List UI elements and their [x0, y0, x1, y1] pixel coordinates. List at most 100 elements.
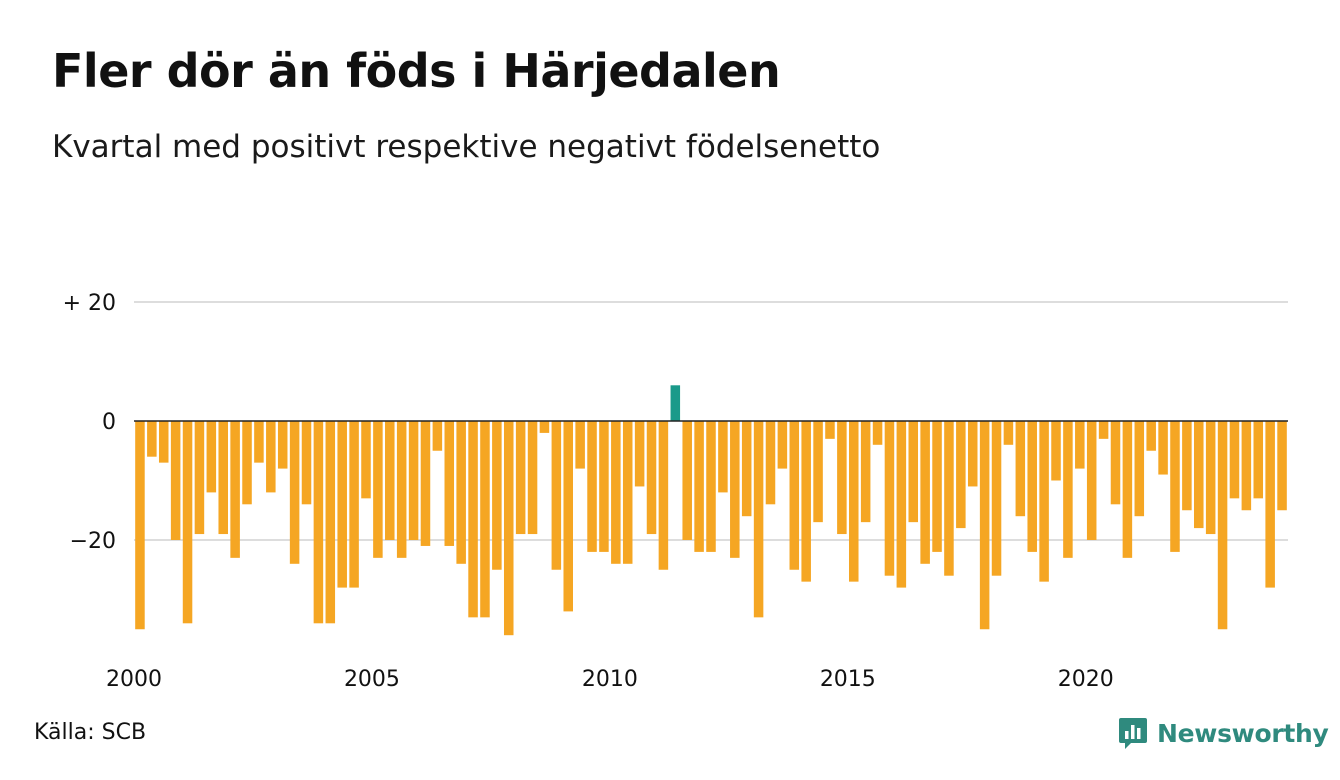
- bar-negative: [1110, 421, 1121, 505]
- bar-negative: [956, 421, 966, 529]
- x-tick-label: 2010: [582, 667, 638, 692]
- newsworthy-logo: Newsworthy: [1118, 714, 1329, 752]
- bar-negative: [492, 421, 502, 570]
- chart-title: Fler dör än föds i Härjedalen: [52, 44, 781, 98]
- bar-negative: [575, 421, 585, 469]
- bar-negative: [1051, 421, 1061, 481]
- bar-negative: [718, 421, 728, 493]
- bar-positive: [670, 385, 681, 421]
- bar-negative: [1003, 421, 1014, 445]
- bar-negative: [765, 421, 776, 505]
- bar-negative: [872, 421, 883, 445]
- bar-negative: [789, 421, 800, 570]
- x-tick-label: 2020: [1058, 667, 1114, 692]
- bar-negative: [230, 421, 240, 558]
- bar-negative: [254, 421, 264, 463]
- bar-negative: [444, 421, 455, 546]
- bar-negative: [408, 421, 419, 540]
- bar-negative: [730, 421, 740, 558]
- bar-negative: [682, 421, 692, 540]
- bar-negative: [1170, 421, 1180, 552]
- bar-negative: [944, 421, 954, 576]
- bar-negative: [860, 421, 871, 523]
- bar-negative: [599, 421, 609, 552]
- bar-negative: [1098, 421, 1109, 439]
- bar-negative: [539, 421, 550, 433]
- bar-negative: [849, 421, 859, 582]
- bar-negative: [658, 421, 669, 570]
- bar-negative: [206, 421, 217, 493]
- bar-negative: [1015, 421, 1026, 517]
- bar-negative: [158, 421, 169, 463]
- y-tick-label: −20: [70, 529, 116, 554]
- bar-negative: [551, 421, 562, 570]
- bar-negative: [813, 421, 823, 523]
- bar-negative: [777, 421, 788, 469]
- bar-negative: [266, 421, 276, 493]
- bar-negative: [967, 421, 978, 487]
- bar-negative: [1265, 421, 1275, 588]
- bar-chart: + 20 0 −20 2000 2005 2010 2015 2020: [63, 291, 1288, 692]
- bar-negative: [1086, 421, 1097, 540]
- bar-negative: [563, 421, 573, 612]
- bar-negative: [242, 421, 252, 505]
- bar-negative: [1027, 421, 1037, 552]
- bar-negative: [468, 421, 478, 618]
- bar-negative: [218, 421, 228, 535]
- bar-negative: [182, 421, 193, 624]
- bar-negative: [646, 421, 657, 535]
- bar-negative: [277, 421, 288, 469]
- bar-negative: [587, 421, 597, 552]
- bar-negative: [1194, 421, 1204, 529]
- bar-negative: [1075, 421, 1085, 469]
- bar-negative: [373, 421, 383, 558]
- bar-negative: [611, 421, 621, 564]
- newsworthy-logo-icon: [1119, 718, 1147, 749]
- bar-negative: [1122, 421, 1133, 558]
- bar-negative: [385, 421, 395, 540]
- x-tick-label: 2005: [344, 667, 400, 692]
- y-tick-label: + 20: [63, 291, 116, 316]
- bar-negative: [1241, 421, 1252, 511]
- bar-negative: [325, 421, 336, 624]
- bar-negative: [480, 421, 490, 618]
- bar-negative: [1205, 421, 1216, 535]
- bar-negative: [337, 421, 347, 588]
- chart-subtitle: Kvartal med positivt respektive negativt…: [52, 129, 881, 165]
- x-tick-label: 2000: [106, 667, 162, 692]
- bar-negative: [194, 421, 205, 535]
- bar-negative: [420, 421, 431, 546]
- bar-negative: [801, 421, 811, 582]
- bar-negative: [313, 421, 324, 624]
- source-note: Källa: SCB: [34, 720, 147, 745]
- bar-negative: [622, 421, 633, 564]
- bar-negative: [825, 421, 835, 439]
- bar-negative: [1039, 421, 1049, 582]
- bar-negative: [753, 421, 764, 618]
- bar-negative: [515, 421, 526, 535]
- bar-negative: [1229, 421, 1240, 499]
- bar-negative: [1146, 421, 1156, 451]
- bar-negative: [694, 421, 704, 552]
- bar-negative: [361, 421, 371, 499]
- bar-negative: [908, 421, 919, 523]
- bar-negative: [932, 421, 942, 552]
- axes: + 20 0 −20 2000 2005 2010 2015 2020: [63, 291, 1288, 692]
- bar-negative: [1217, 421, 1228, 630]
- bar-negative: [301, 421, 312, 505]
- bar-negative: [289, 421, 300, 564]
- bar-negative: [1253, 421, 1264, 499]
- y-tick-label: 0: [102, 410, 116, 435]
- bar-negative: [634, 421, 645, 487]
- bar-negative: [349, 421, 359, 588]
- bar-negative: [1158, 421, 1168, 475]
- bar-negative: [979, 421, 990, 630]
- bar-negative: [837, 421, 847, 535]
- bar-negative: [527, 421, 538, 535]
- x-tick-label: 2015: [820, 667, 876, 692]
- bars: [135, 385, 1287, 636]
- bar-negative: [1063, 421, 1073, 558]
- bar-negative: [1182, 421, 1192, 511]
- bar-negative: [170, 421, 181, 540]
- bar-negative: [456, 421, 466, 564]
